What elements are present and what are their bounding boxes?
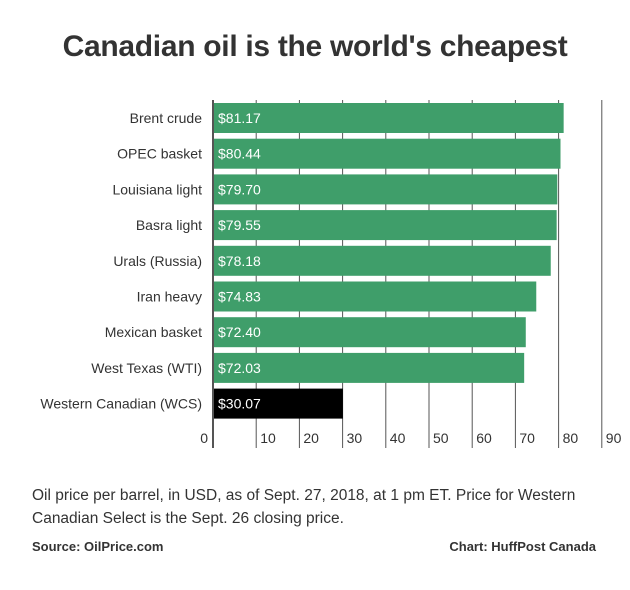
category-label: OPEC basket <box>117 146 202 162</box>
bar <box>214 138 561 169</box>
x-tick-label: 10 <box>260 430 276 446</box>
x-tick-label: 70 <box>519 430 535 446</box>
bar <box>214 103 564 133</box>
bar-chart: Brent crude OPEC basket Louisiana light Bas… <box>40 100 622 448</box>
category-label: Iran heavy <box>137 289 202 305</box>
category-label: Basra light <box>136 217 202 233</box>
source-note: Source: OilPrice.com <box>32 539 164 554</box>
bar <box>214 317 526 348</box>
value-label: $30.07 <box>218 396 261 412</box>
x-tick-label: 90 <box>606 430 622 446</box>
value-label: $79.55 <box>218 217 261 233</box>
value-label: $74.83 <box>218 289 261 305</box>
x-tick-label: 0 <box>200 430 208 446</box>
x-tick-label: 50 <box>433 430 449 446</box>
category-label: Urals (Russia) <box>113 253 202 269</box>
x-axis-ticks: 0 10 20 30 40 50 60 70 80 90 <box>200 430 621 446</box>
x-tick-label: 40 <box>390 430 406 446</box>
category-label: West Texas (WTI) <box>91 360 202 376</box>
value-label: $79.70 <box>218 181 261 197</box>
bar <box>214 281 537 312</box>
bar <box>214 352 525 383</box>
bar <box>214 174 558 205</box>
category-label: Mexican basket <box>105 324 202 340</box>
bar <box>214 210 557 241</box>
category-label: Western Canadian (WCS) <box>40 396 202 412</box>
x-tick-label: 60 <box>476 430 492 446</box>
value-labels: $81.17 $80.44 $79.70 $79.55 $78.18 $74.83 $72.… <box>218 110 261 412</box>
x-tick-label: 30 <box>347 430 363 446</box>
x-tick-label: 20 <box>303 430 319 446</box>
chart-title: Canadian oil is the world's cheapest <box>62 30 568 63</box>
value-label: $81.17 <box>218 110 261 126</box>
chart-credit: Chart: HuffPost Canada <box>449 539 596 554</box>
value-label: $80.44 <box>218 146 261 162</box>
bars <box>214 103 564 419</box>
bar-highlight <box>214 388 343 419</box>
category-labels: Brent crude OPEC basket Louisiana light Bas… <box>40 110 202 412</box>
chart-caption: Oil price per barrel, in USD, as of Sept… <box>32 487 576 527</box>
bar <box>214 245 551 276</box>
value-label: $78.18 <box>218 253 261 269</box>
category-label: Brent crude <box>130 110 203 126</box>
category-label: Louisiana light <box>112 181 202 197</box>
value-label: $72.03 <box>218 360 261 376</box>
value-label: $72.40 <box>218 324 261 340</box>
x-tick-label: 80 <box>563 430 579 446</box>
